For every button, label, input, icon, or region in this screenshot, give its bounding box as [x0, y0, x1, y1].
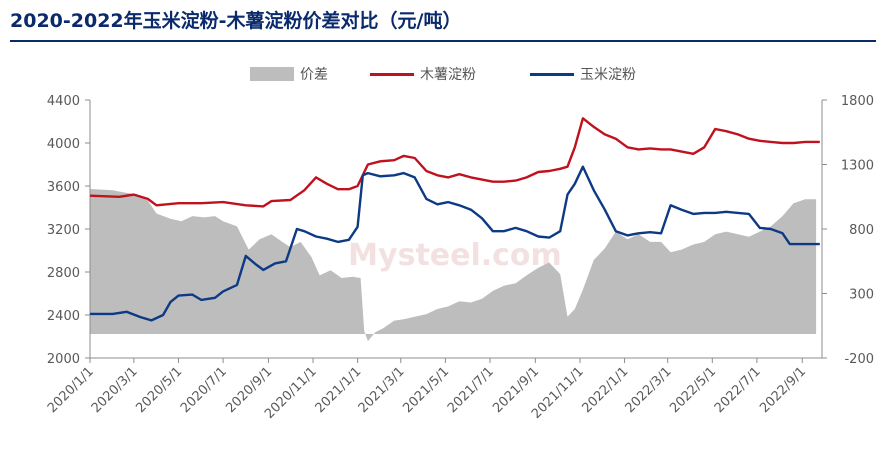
x-tick-label: 2020/7/1	[178, 364, 230, 416]
y-right-tick-label: 300	[849, 288, 874, 303]
y-right-tick-label: 1800	[841, 94, 874, 109]
y-left-tick-label: 2000	[47, 352, 80, 367]
legend-swatch-price-spread	[250, 67, 294, 81]
x-tick-label: 2022/7/1	[712, 364, 764, 416]
legend-label-price-spread: 价差	[300, 67, 328, 83]
title-underline	[10, 40, 876, 42]
legend-label-corn: 玉米淀粉	[580, 67, 636, 83]
x-tick-label: 2022/1/1	[579, 364, 631, 416]
x-tick-label: 2021/3/1	[356, 364, 408, 416]
y-right-tick-label: 800	[849, 223, 874, 238]
x-tick-label: 2021/7/1	[445, 364, 497, 416]
y-left-tick-label: 2800	[47, 266, 80, 281]
y-left-tick-label: 3200	[47, 223, 80, 238]
y-right-tick-label: 1300	[841, 159, 874, 174]
legend-swatch-cassava	[370, 72, 414, 76]
series-line-corn	[90, 165, 820, 322]
x-tick-label: 2022/5/1	[667, 364, 719, 416]
legend: 价差 木薯淀粉 玉米淀粉	[0, 64, 886, 86]
x-tick-label: 2021/1/1	[313, 364, 365, 416]
y-right-tick-label: -200	[844, 352, 874, 367]
legend-swatch-corn	[530, 72, 574, 76]
series-area-price-spread	[90, 189, 817, 342]
legend-item-cassava: 木薯淀粉	[370, 64, 476, 84]
chart-title: 2020-2022年玉米淀粉-木薯淀粉价差对比（元/吨）	[10, 10, 462, 32]
y-left-tick-label: 2400	[47, 309, 80, 324]
x-tick-label: 2020/5/1	[133, 364, 185, 416]
y-left-tick-label: 4400	[47, 94, 80, 109]
legend-item-price-spread: 价差	[250, 64, 328, 84]
x-tick-label: 2021/5/1	[400, 364, 452, 416]
x-tick-label: 2020/3/1	[89, 364, 141, 416]
legend-item-corn: 玉米淀粉	[530, 64, 636, 84]
x-tick-label: 2020/1/1	[45, 364, 97, 416]
legend-label-cassava: 木薯淀粉	[420, 67, 476, 83]
watermark: Mysteel.com	[348, 238, 562, 273]
x-tick-label: 2022/9/1	[757, 364, 809, 416]
x-tick-label: 2022/3/1	[623, 364, 675, 416]
y-left-tick-label: 4000	[47, 137, 80, 152]
y-left-tick-label: 3600	[47, 180, 80, 195]
series-line-cassava	[89, 117, 820, 208]
